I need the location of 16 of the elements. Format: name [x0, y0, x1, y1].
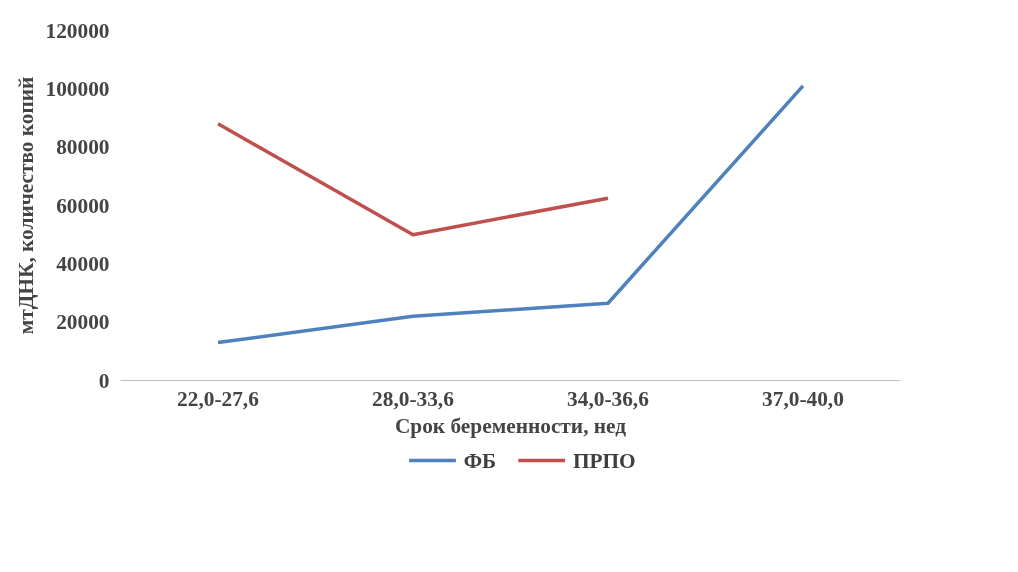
x-tick-label: 22,0-27,6 [177, 386, 260, 411]
y-tick-label: 100000 [45, 76, 110, 101]
y-axis-title: мтДНК, количество копий [13, 76, 38, 335]
y-tick-label: 80000 [56, 135, 110, 160]
legend-label: ФБ [463, 448, 497, 473]
x-tick-label: 37,0-40,0 [762, 386, 844, 411]
x-axis-title: Срок беременности, нед [394, 413, 627, 438]
y-tick-label: 120000 [45, 18, 110, 43]
y-tick-label: 60000 [56, 193, 110, 218]
legend-label: ПРПО [572, 448, 636, 473]
x-tick-label: 34,0-36,6 [567, 386, 650, 411]
y-tick-label: 20000 [56, 310, 110, 335]
x-tick-label: 28,0-33,6 [372, 386, 455, 411]
line-series [216, 84, 805, 345]
y-tick-label: 40000 [56, 251, 110, 276]
y-tick-label: 0 [98, 368, 110, 393]
